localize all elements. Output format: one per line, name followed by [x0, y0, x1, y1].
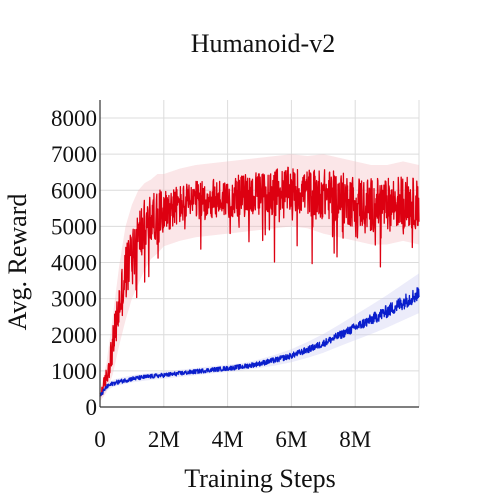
y-axis-label: Avg. Reward — [3, 194, 32, 331]
axes — [99, 100, 419, 408]
y-tick-label: 6000 — [51, 178, 97, 203]
y-tick-label: 8000 — [51, 106, 97, 131]
x-tick-label: 6M — [275, 427, 307, 452]
series-lines — [99, 166, 420, 397]
y-tick-label: 4000 — [51, 251, 97, 276]
y-tick-label: 3000 — [51, 287, 97, 312]
series-2-line — [99, 287, 420, 397]
series-1-line — [99, 166, 420, 397]
y-tick-label: 1000 — [51, 359, 97, 384]
y-tick-label: 0 — [86, 395, 98, 420]
x-tick-labels: 0 2M 4M 6M 8M — [94, 427, 371, 452]
x-tick-label: 4M — [212, 427, 244, 452]
y-tick-labels: 0 1000 2000 3000 4000 5000 6000 7000 8000 — [51, 106, 97, 420]
series-2-band — [100, 273, 419, 400]
x-tick-label: 8M — [339, 427, 371, 452]
y-tick-label: 5000 — [51, 214, 97, 239]
y-tick-label: 2000 — [51, 323, 97, 348]
x-axis-label: Training Steps — [184, 464, 335, 493]
x-tick-label: 2M — [148, 427, 180, 452]
y-tick-label: 7000 — [51, 142, 97, 167]
chart-title: Humanoid-v2 — [191, 29, 335, 58]
x-tick-label: 0 — [94, 427, 106, 452]
